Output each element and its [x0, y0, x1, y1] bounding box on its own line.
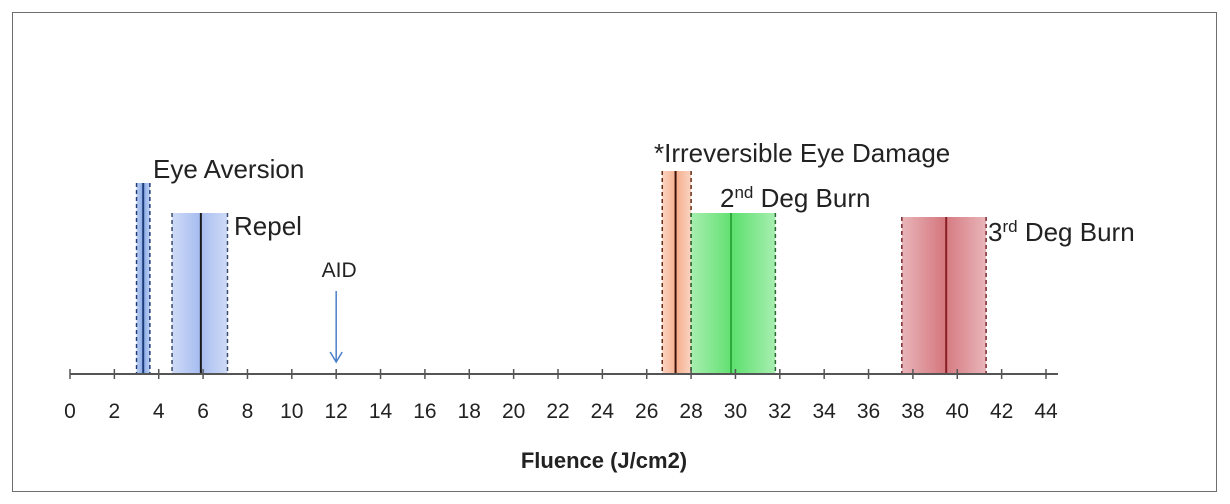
x-tick-label-16: 16 [413, 400, 436, 423]
x-tick-label-26: 26 [635, 400, 658, 423]
x-tick-label-30: 30 [724, 400, 747, 423]
x-tick-label-14: 14 [369, 400, 393, 423]
x-tick-label-18: 18 [458, 400, 481, 423]
x-tick-label-34: 34 [813, 400, 837, 423]
band-bar-3 [691, 213, 776, 374]
x-tick-label-42: 42 [990, 400, 1013, 423]
band-bar-2 [662, 171, 692, 374]
band-label-0: Eye Aversion [153, 154, 304, 184]
marker-label-0: AID [322, 259, 357, 282]
band-label-2: *Irreversible Eye Damage [654, 138, 950, 168]
x-tick-label-38: 38 [901, 400, 924, 423]
x-tick-label-40: 40 [946, 400, 969, 423]
x-tick-label-36: 36 [857, 400, 880, 423]
x-axis-title: Fluence (J/cm2) [521, 448, 687, 473]
x-tick-label-28: 28 [679, 400, 702, 423]
band-label-3: 2nd Deg Burn [720, 183, 870, 213]
x-tick-label-6: 6 [197, 400, 209, 423]
band-bar-4 [901, 217, 987, 374]
x-tick-label-44: 44 [1034, 400, 1058, 423]
x-tick-label-22: 22 [546, 400, 569, 423]
bands-layer [135, 171, 987, 374]
x-tick-label-8: 8 [242, 400, 254, 423]
x-tick-label-0: 0 [64, 400, 76, 423]
x-tick-label-4: 4 [153, 400, 165, 423]
band-label-4: 3rd Deg Burn [988, 217, 1135, 247]
band-bar-1 [172, 213, 228, 374]
marker-arrow-head-0 [329, 351, 343, 364]
x-tick-label-10: 10 [280, 400, 303, 423]
x-tick-label-2: 2 [109, 400, 121, 423]
band-label-1: Repel [234, 211, 302, 241]
x-tick-label-32: 32 [768, 400, 791, 423]
x-tick-label-24: 24 [591, 400, 615, 423]
x-axis: 0 2 4 6 8 10 12 14 16 18 20 22 24 26 28 30 32 34 36 38 40 42 4… [64, 369, 1058, 423]
x-tick-label-12: 12 [325, 400, 348, 423]
labels-layer: Eye Aversion Repel *Irreversible Eye Damag… [153, 138, 1135, 364]
x-tick-label-20: 20 [502, 400, 525, 423]
